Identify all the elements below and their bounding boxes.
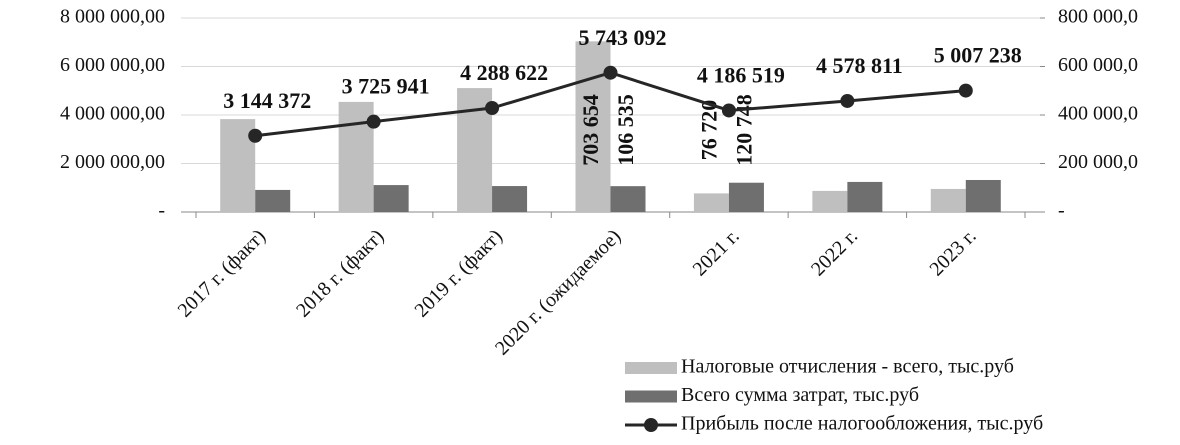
x-tick-label: 2023 г.: [925, 225, 980, 280]
data-label: 76 720: [696, 100, 721, 161]
line-marker: [485, 101, 500, 116]
legend-label: Всего сумма затрат, тыс.руб: [681, 384, 919, 406]
data-label: 3 144 372: [223, 88, 311, 113]
bar: [373, 185, 409, 212]
data-label: 5 743 092: [579, 25, 667, 50]
x-tick-label: 2022 г.: [807, 225, 862, 280]
legend-swatch: [625, 390, 677, 403]
data-label: 4 288 622: [460, 60, 548, 85]
y-tick-label: 8 000 000,00: [60, 6, 165, 28]
line-marker: [840, 93, 855, 108]
y2-tick-label: 400 000,0: [1058, 103, 1138, 125]
legend-marker: [644, 418, 658, 432]
data-label: 3 725 941: [342, 74, 430, 99]
line-marker: [366, 114, 381, 129]
bar: [728, 182, 764, 212]
legend-label: Налоговые отчисления - всего, тыс.руб: [681, 356, 1014, 378]
x-tick-label: 2017 г. (факт): [174, 225, 270, 321]
bar: [930, 188, 966, 212]
bar: [812, 190, 848, 212]
line-marker: [721, 103, 736, 118]
y-tick-label: -: [158, 200, 165, 222]
data-label: 120 748: [731, 94, 756, 166]
x-tick-label: 2020 г. (ожидаемое): [491, 225, 625, 359]
data-label: 4 186 519: [697, 63, 785, 88]
line-marker: [958, 83, 973, 98]
y2-tick-label: -: [1058, 200, 1065, 222]
bar: [255, 189, 291, 212]
data-label: 5 007 238: [934, 43, 1022, 68]
data-label: 4 578 811: [816, 53, 903, 78]
bar: [610, 186, 646, 212]
legend-swatch: [625, 362, 677, 374]
line-marker: [603, 65, 618, 80]
y2-tick-label: 800 000,0: [1058, 6, 1138, 28]
y-tick-label: 4 000 000,00: [60, 103, 165, 125]
y2-tick-label: 200 000,0: [1058, 151, 1138, 173]
data-label: 703 654: [578, 94, 603, 166]
bar: [847, 181, 883, 212]
line-marker: [248, 128, 263, 143]
x-tick-label: 2019 г. (факт): [410, 225, 506, 321]
y2-tick-label: 600 000,0: [1058, 54, 1138, 76]
bar: [693, 193, 729, 212]
bar: [965, 179, 1001, 212]
y-tick-label: 2 000 000,00: [60, 151, 165, 173]
legend-label: Прибыль после налогообложения, тыс.руб: [681, 413, 1043, 435]
x-tick-label: 2018 г. (факт): [292, 225, 388, 321]
x-tick-label: 2021 г.: [689, 225, 744, 280]
bar: [492, 186, 528, 212]
data-label: 106 535: [613, 94, 638, 166]
y-tick-label: 6 000 000,00: [60, 54, 165, 76]
